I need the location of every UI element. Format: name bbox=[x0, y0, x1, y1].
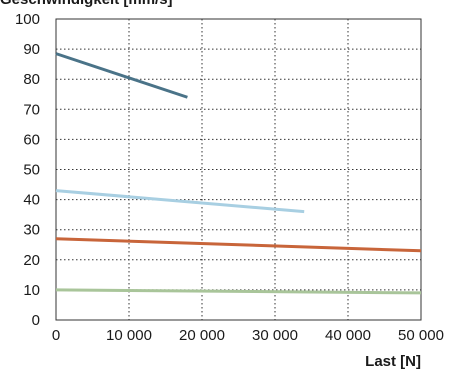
x-tick-label: 50 000 bbox=[398, 327, 444, 344]
y-axis-title: Geschwindigkeit [mm/s] bbox=[0, 0, 173, 8]
y-tick-label: 30 bbox=[23, 222, 40, 239]
series-line-2 bbox=[55, 189, 305, 214]
y-tick-label: 60 bbox=[23, 131, 40, 148]
y-tick-label: 40 bbox=[23, 192, 40, 209]
series-line-1 bbox=[55, 52, 188, 99]
x-tick-label: 20 000 bbox=[179, 327, 225, 344]
y-tick-label: 90 bbox=[23, 41, 40, 58]
x-tick-label: 30 000 bbox=[252, 327, 298, 344]
x-axis-title: Last [N] bbox=[365, 353, 421, 370]
plot-frame bbox=[55, 18, 422, 321]
y-tick-label: 10 bbox=[23, 282, 40, 299]
x-tick-label: 10 000 bbox=[106, 327, 152, 344]
y-tick-label: 20 bbox=[23, 252, 40, 269]
grid-lines bbox=[56, 19, 421, 320]
y-axis-ticks: 0 10 20 30 40 50 60 70 80 90 100 bbox=[15, 11, 40, 329]
y-tick-label: 70 bbox=[23, 101, 40, 118]
x-tick-label: 40 000 bbox=[325, 327, 371, 344]
x-tick-label: 0 bbox=[52, 327, 60, 344]
y-tick-label: 0 bbox=[32, 312, 40, 329]
y-tick-label: 50 bbox=[23, 162, 40, 179]
series-line-4 bbox=[55, 288, 422, 295]
series-lines bbox=[55, 52, 422, 295]
y-tick-label: 80 bbox=[23, 71, 40, 88]
series-line-3 bbox=[55, 237, 422, 253]
y-tick-label: 100 bbox=[15, 11, 40, 28]
x-axis-ticks: 0 10 000 20 000 30 000 40 000 50 000 bbox=[52, 327, 444, 344]
